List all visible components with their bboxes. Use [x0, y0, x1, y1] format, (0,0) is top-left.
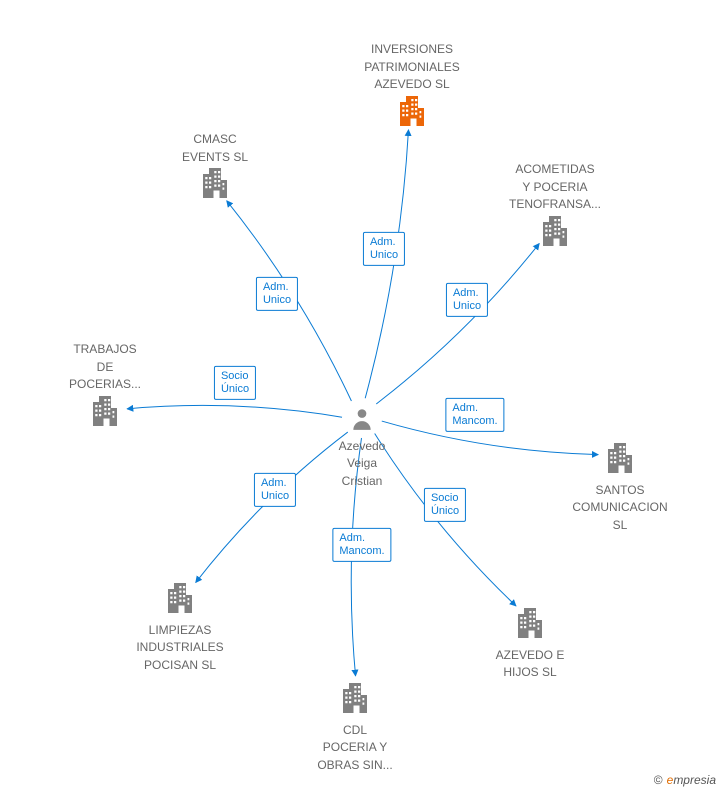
copyright-symbol: © — [654, 773, 663, 787]
node-label-line: INDUSTRIALES — [110, 640, 250, 656]
company-node[interactable]: SANTOSCOMUNICACION SL — [550, 440, 690, 533]
node-label-line: SANTOS — [550, 483, 690, 499]
node-label-line: POCERIA Y — [285, 740, 425, 756]
node-label-line: Veiga — [292, 456, 432, 472]
building-icon — [512, 605, 548, 641]
person-icon — [349, 406, 375, 432]
company-node[interactable]: TRABAJOS DEPOCERIAS... — [35, 340, 175, 433]
company-node[interactable]: LIMPIEZASINDUSTRIALES POCISAN SL — [110, 580, 250, 673]
building-icon — [197, 165, 233, 201]
edge-label: Adm.Unico — [254, 473, 296, 507]
company-node[interactable]: CMASC EVENTS SL — [145, 130, 285, 206]
node-label-line: POCERIAS... — [35, 377, 175, 393]
node-label-line: COMUNICACION — [550, 500, 690, 516]
node-label-line: DE — [35, 360, 175, 376]
company-node[interactable]: AZEVEDO EHIJOS SL — [460, 605, 600, 681]
building-icon — [537, 213, 573, 249]
node-label-line: SL — [550, 518, 690, 534]
node-label-line: OBRAS SIN... — [285, 758, 425, 774]
building-icon — [394, 93, 430, 129]
edge-label: SocioÚnico — [424, 488, 466, 522]
node-label-line: CDL — [285, 723, 425, 739]
center-node[interactable]: AzevedoVeiga Cristian — [292, 406, 432, 489]
node-label-line: HIJOS SL — [460, 665, 600, 681]
node-label-line: ACOMETIDAS — [485, 162, 625, 178]
company-node[interactable]: CDLPOCERIA Y OBRAS SIN... — [285, 680, 425, 773]
node-label-line: Y POCERIA — [485, 180, 625, 196]
building-icon — [87, 393, 123, 429]
copyright-text: mpresia — [673, 773, 716, 787]
edge-label: Adm.Unico — [446, 283, 488, 317]
node-label-line: POCISAN SL — [110, 658, 250, 674]
building-icon — [162, 580, 198, 616]
node-label-line: INVERSIONES — [342, 42, 482, 58]
company-node[interactable]: ACOMETIDAS Y POCERIATENOFRANSA... — [485, 160, 625, 253]
node-label-line: TENOFRANSA... — [485, 197, 625, 213]
node-label-line: AZEVEDO SL — [342, 77, 482, 93]
edge — [376, 243, 539, 404]
building-icon — [602, 440, 638, 476]
node-label-line: TRABAJOS — [35, 342, 175, 358]
building-icon — [337, 680, 373, 716]
edge-label: Adm.Mancom. — [445, 398, 504, 432]
edge-label: Adm.Unico — [256, 277, 298, 311]
node-label-line: AZEVEDO E — [460, 648, 600, 664]
node-label-line: CMASC — [145, 132, 285, 148]
node-label-line: Azevedo — [292, 439, 432, 455]
node-label-line: EVENTS SL — [145, 150, 285, 166]
edge-label: SocioÚnico — [214, 366, 256, 400]
copyright: ©empresia — [654, 773, 716, 787]
edge-label: Adm.Unico — [363, 232, 405, 266]
edge-label: Adm.Mancom. — [332, 528, 391, 562]
node-label-line: PATRIMONIALES — [342, 60, 482, 76]
company-node[interactable]: INVERSIONES PATRIMONIALESAZEVEDO SL — [342, 40, 482, 133]
node-label-line: LIMPIEZAS — [110, 623, 250, 639]
node-label-line: Cristian — [292, 474, 432, 490]
